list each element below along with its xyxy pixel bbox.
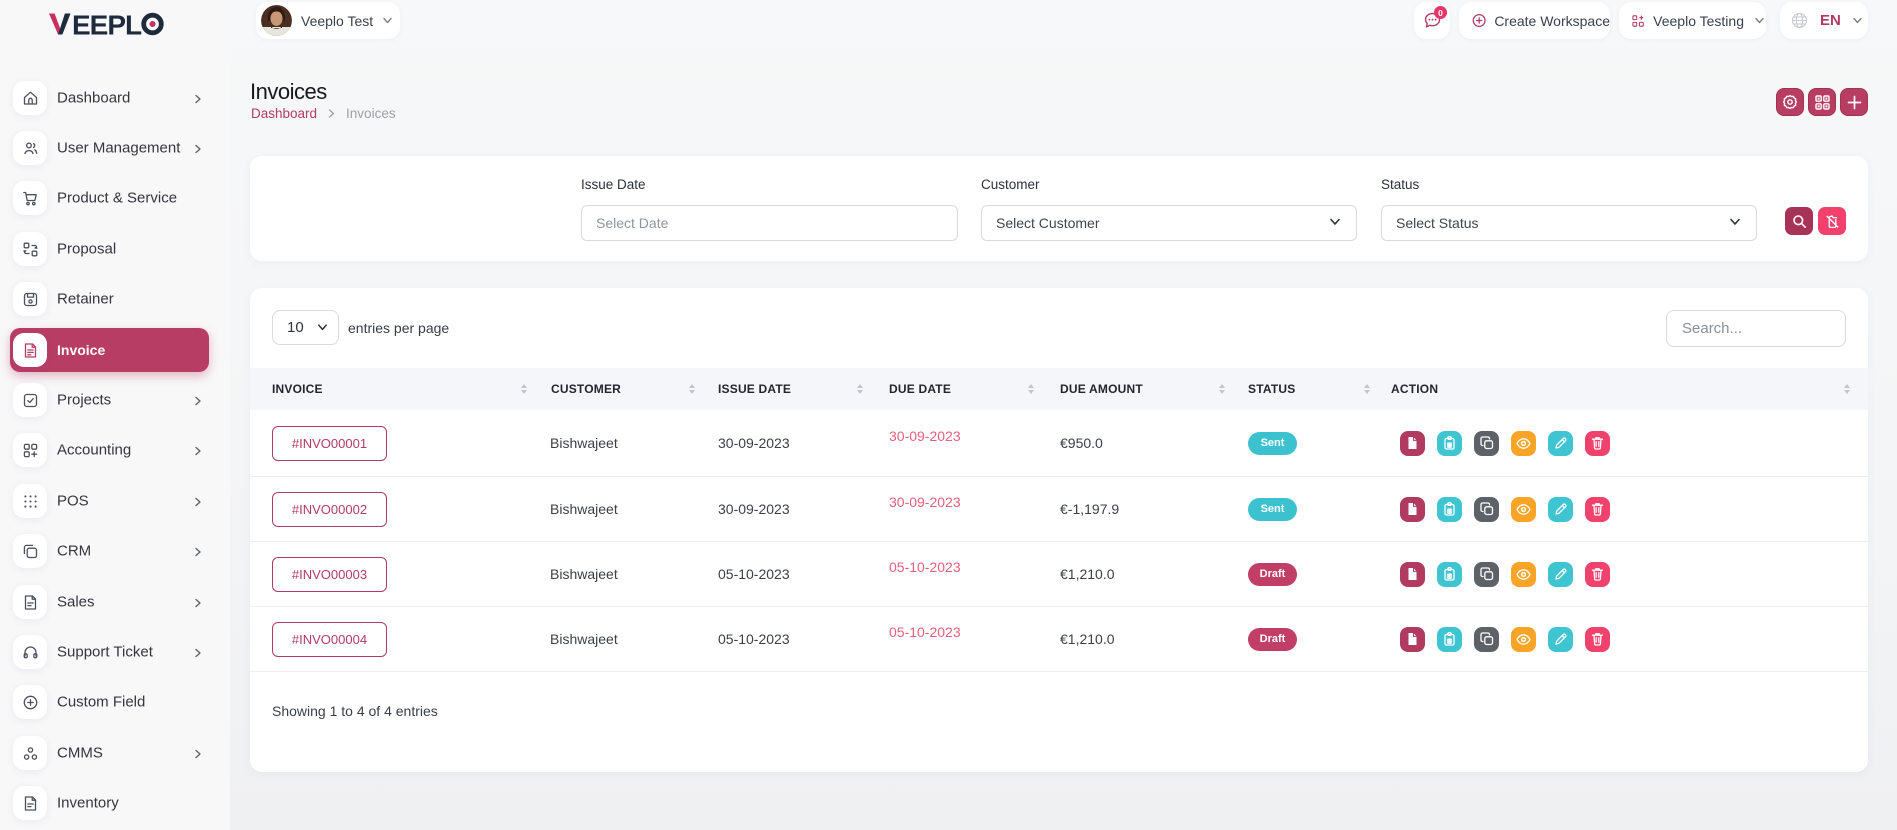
svg-text:EEPL: EEPL [72, 12, 142, 36]
